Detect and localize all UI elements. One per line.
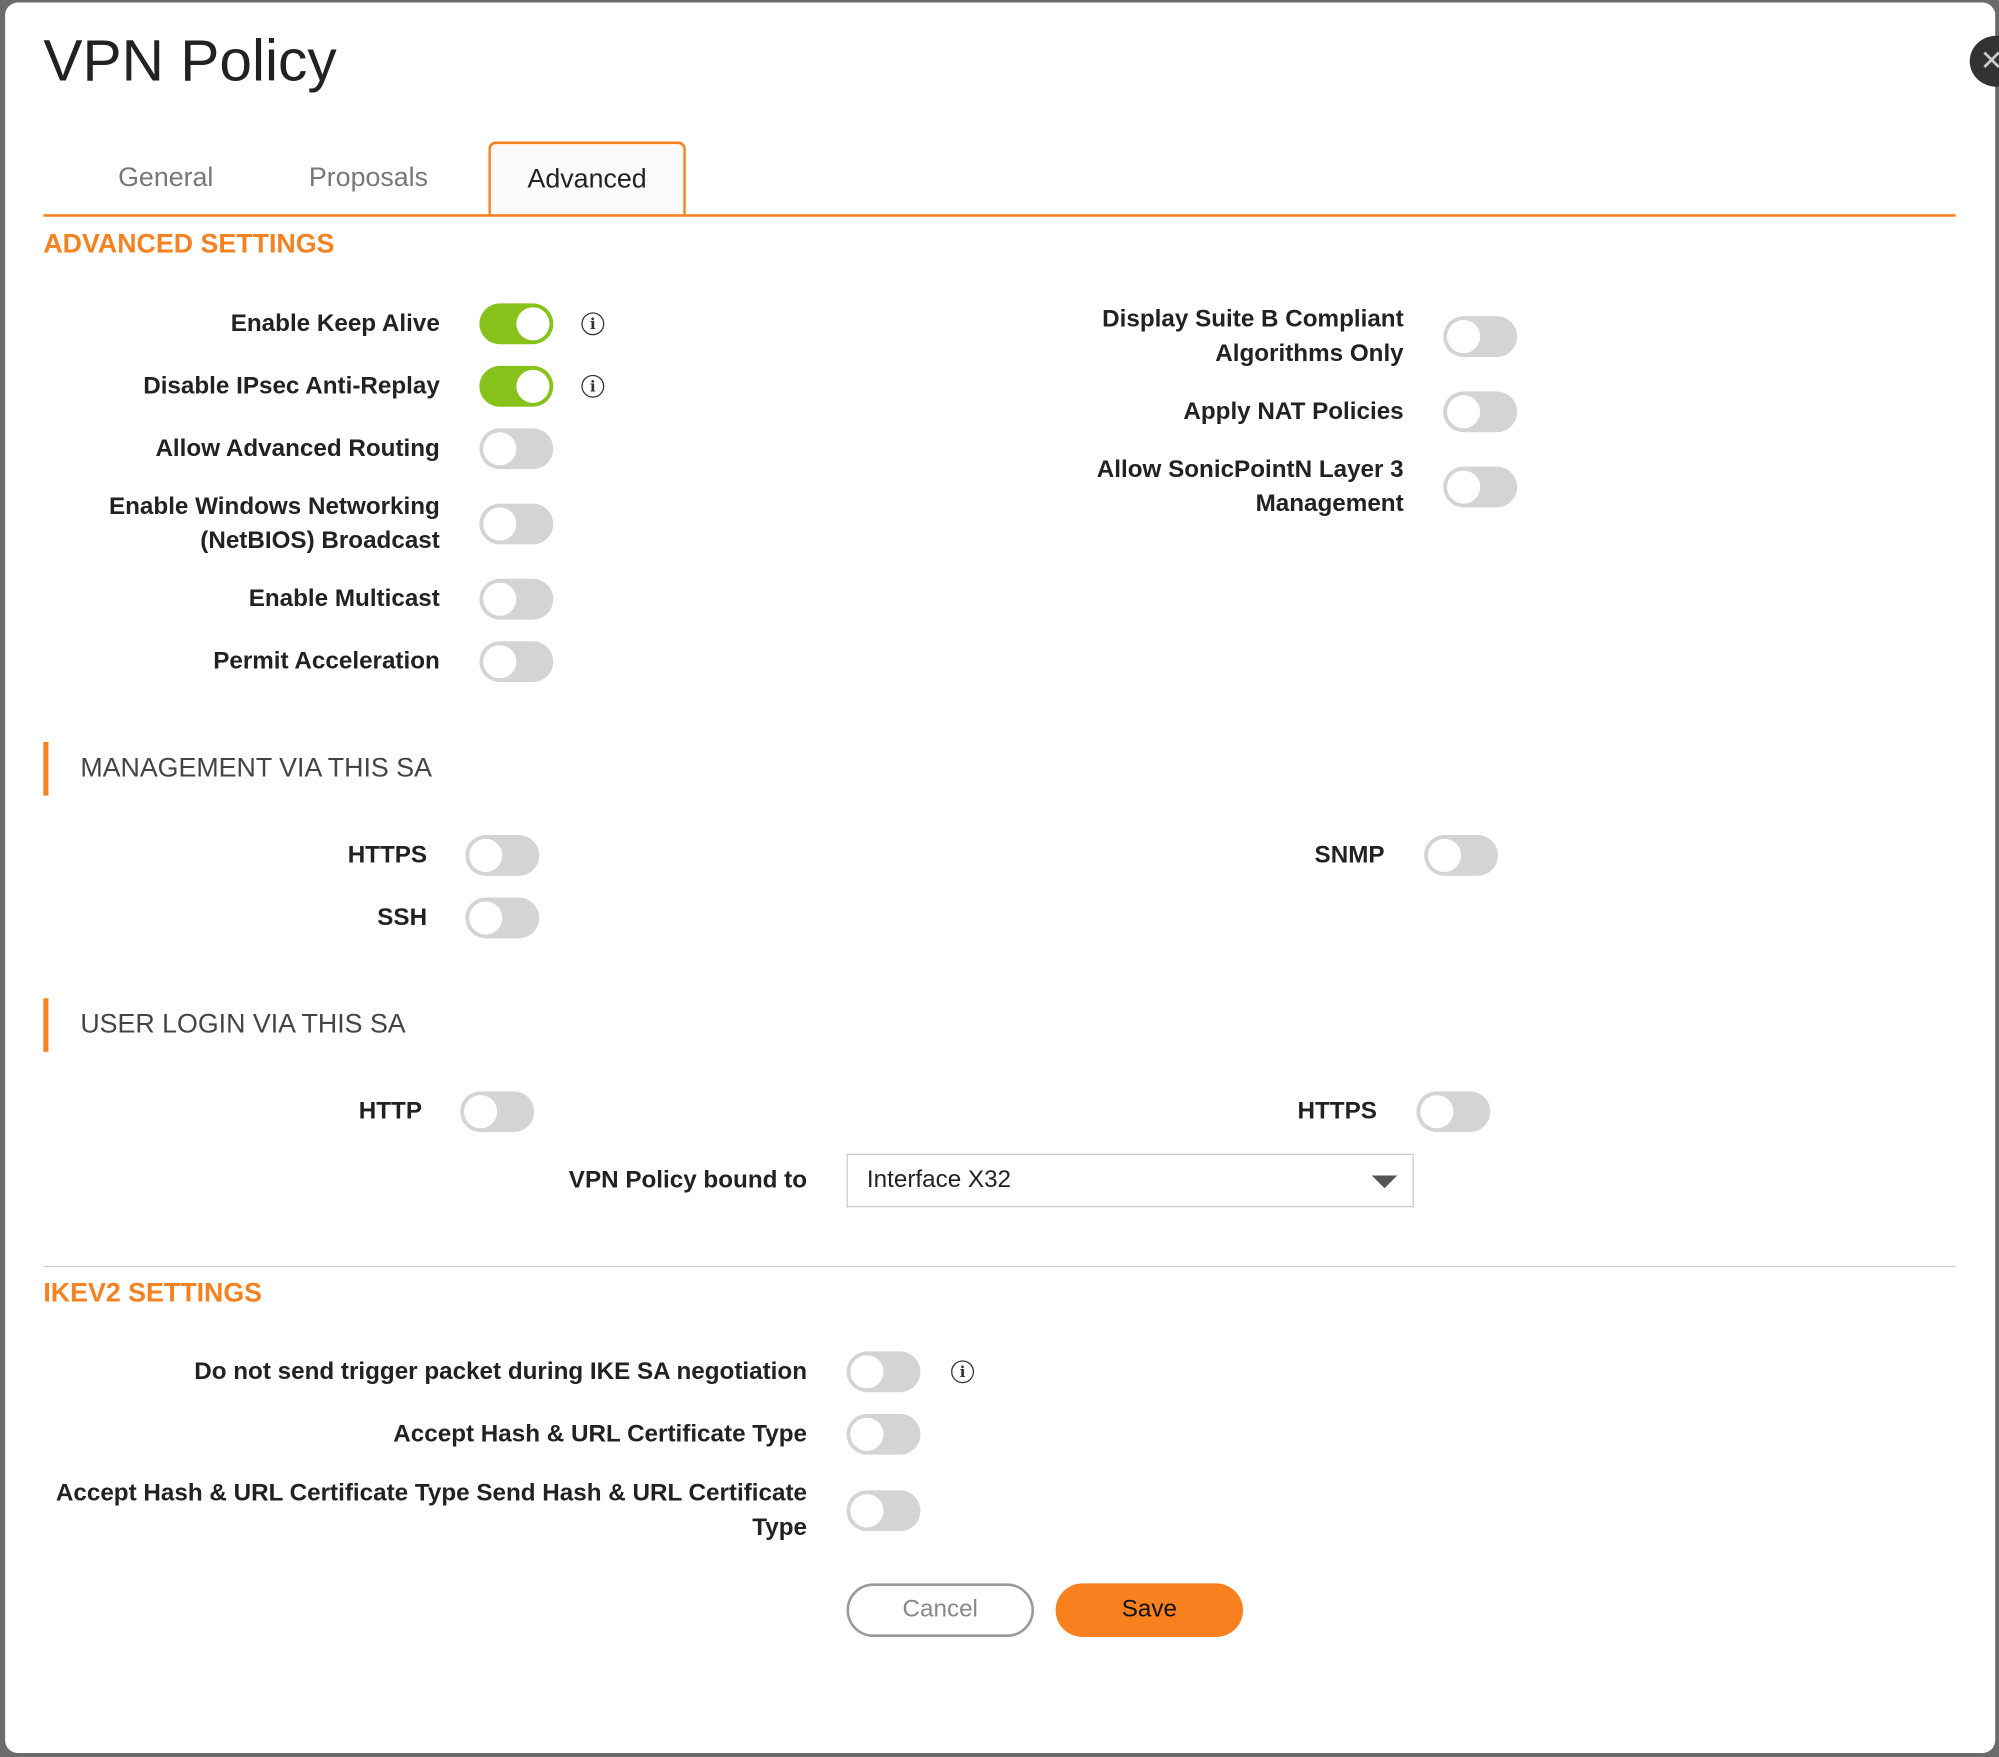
info-icon[interactable]: i — [581, 312, 605, 336]
tab-advanced[interactable]: Advanced — [488, 141, 686, 216]
info-icon[interactable]: i — [581, 374, 605, 398]
ikev2-heading: IKEV2 SETTINGS — [43, 1278, 263, 1309]
apply-nat-label: Apply NAT Policies — [1183, 398, 1404, 426]
enable-keep-alive-toggle[interactable] — [479, 303, 554, 345]
mgmt-snmp-label: SNMP — [1314, 842, 1385, 869]
page-title: VPN Policy — [43, 26, 337, 94]
sonicpoint-label: Allow SonicPointN Layer 3 Management — [1096, 456, 1404, 518]
sonicpoint-toggle[interactable] — [1443, 466, 1518, 508]
mgmt-ssh-label: SSH — [377, 904, 428, 932]
send-hash-url-toggle[interactable] — [846, 1490, 921, 1532]
enable-multicast-label: Enable Multicast — [248, 585, 440, 613]
chevron-down-icon — [1371, 1175, 1398, 1189]
tab-underline — [43, 214, 1956, 217]
login-http-label: HTTP — [358, 1098, 422, 1126]
disable-anti-replay-label: Disable IPsec Anti-Replay — [143, 372, 440, 400]
management-heading: MANAGEMENT VIA THIS SA — [80, 753, 432, 783]
netbios-broadcast-toggle[interactable] — [479, 503, 554, 545]
bound-to-label: VPN Policy bound to — [568, 1167, 808, 1194]
allow-advanced-routing-toggle[interactable] — [479, 428, 554, 470]
no-trigger-packet-toggle[interactable] — [846, 1351, 921, 1393]
save-button[interactable]: Save — [1055, 1583, 1244, 1637]
disable-anti-replay-toggle[interactable] — [479, 365, 554, 407]
mgmt-snmp-toggle[interactable] — [1424, 835, 1499, 876]
suite-b-toggle[interactable] — [1443, 316, 1518, 357]
login-https-toggle[interactable] — [1416, 1091, 1491, 1133]
bound-to-value: Interface X32 — [866, 1166, 1012, 1194]
user-login-heading: USER LOGIN VIA THIS SA — [80, 1009, 406, 1040]
netbios-broadcast-label: Enable Windows Networking (NetBIOS) Broa… — [108, 493, 440, 555]
section-accent-bar — [43, 741, 49, 796]
section-accent-bar — [43, 998, 49, 1052]
mgmt-ssh-toggle[interactable] — [465, 897, 540, 939]
no-trigger-packet-label: Do not send trigger packet during IKE SA… — [194, 1358, 808, 1386]
cancel-button[interactable]: Cancel — [846, 1583, 1034, 1637]
accept-hash-url-label: Accept Hash & URL Certificate Type — [393, 1420, 808, 1448]
apply-nat-toggle[interactable] — [1443, 391, 1518, 433]
mgmt-https-label: HTTPS — [347, 842, 428, 869]
info-icon[interactable]: i — [951, 1360, 975, 1384]
login-https-label: HTTPS — [1297, 1098, 1377, 1126]
tab-general[interactable]: General — [118, 163, 214, 193]
enable-keep-alive-label: Enable Keep Alive — [230, 310, 440, 338]
allow-advanced-routing-label: Allow Advanced Routing — [155, 435, 440, 463]
login-http-toggle[interactable] — [460, 1091, 535, 1133]
permit-acceleration-toggle[interactable] — [479, 641, 554, 683]
enable-multicast-toggle[interactable] — [479, 578, 554, 620]
accept-hash-url-toggle[interactable] — [846, 1413, 921, 1455]
send-hash-url-label: Accept Hash & URL Certificate Type Send … — [55, 1480, 808, 1542]
bound-to-select[interactable]: Interface X32 — [846, 1153, 1414, 1208]
permit-acceleration-label: Permit Acceleration — [213, 648, 440, 676]
vpn-policy-dialog — [5, 2, 1996, 1753]
suite-b-label: Display Suite B Compliant Algorithms Onl… — [1102, 305, 1404, 368]
divider — [43, 1265, 1956, 1268]
advanced-settings-heading: ADVANCED SETTINGS — [43, 229, 335, 259]
tab-proposals[interactable]: Proposals — [308, 163, 428, 193]
mgmt-https-toggle[interactable] — [465, 835, 540, 876]
